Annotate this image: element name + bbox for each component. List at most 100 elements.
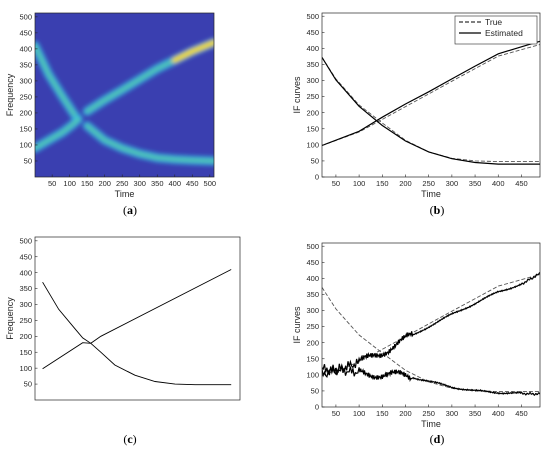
y-tick-label: 250: [306, 322, 319, 331]
x-tick-label: 50: [332, 179, 340, 188]
y-tick-label: 350: [306, 290, 319, 299]
caption-paren-open: (: [430, 203, 434, 217]
caption-paren-close: ): [133, 203, 137, 217]
caption-letter: a: [127, 203, 133, 217]
x-tick-label: 250: [422, 409, 435, 418]
plot-frame: [321, 242, 541, 408]
y-tick-label: 500: [19, 12, 32, 21]
y-tick-label: 100: [306, 370, 319, 379]
x-axis-label: Time: [421, 419, 441, 429]
y-tick-label: 150: [19, 125, 32, 134]
series-group: [322, 271, 540, 397]
x-tick-label: 150: [81, 179, 94, 188]
series-line-0: [322, 274, 540, 376]
x-tick-label: 450: [186, 179, 199, 188]
caption-letter: b: [434, 203, 441, 217]
y-tick-label: 200: [306, 108, 319, 117]
series-group: [42, 269, 232, 386]
y-tick-label: 500: [19, 236, 32, 245]
panel-caption: (b): [430, 203, 445, 217]
x-tick-label: 300: [446, 409, 459, 418]
y-tick-label: 300: [306, 306, 319, 315]
caption-paren-close: ): [133, 432, 137, 446]
y-tick-label: 400: [306, 44, 319, 53]
y-tick-label: 100: [19, 141, 32, 150]
y-axis-label: Frequency: [5, 73, 15, 116]
y-tick-label: 100: [306, 140, 319, 149]
plot-frame: [321, 12, 541, 178]
y-tick-label: 450: [19, 28, 32, 37]
x-tick-label: 450: [515, 179, 528, 188]
y-axis-label: IF curves: [292, 306, 302, 344]
x-tick-label: 450: [515, 409, 528, 418]
legend-box: [454, 15, 538, 45]
y-tick-label: 50: [24, 380, 32, 389]
y-tick-label: 250: [19, 316, 32, 325]
y-tick-label: 50: [24, 157, 32, 166]
x-tick-label: 100: [353, 409, 366, 418]
x-tick-label: 400: [169, 179, 182, 188]
y-tick-label: 50: [311, 157, 319, 166]
ridge-core-1: [35, 117, 81, 151]
x-tick-label: 300: [446, 179, 459, 188]
y-tick-label: 450: [306, 258, 319, 267]
y-tick-label: 450: [19, 252, 32, 261]
series-line-3: [322, 364, 540, 397]
y-tick-label: 400: [19, 44, 32, 53]
y-tick-label: 250: [306, 92, 319, 101]
legend-entry: True: [485, 17, 502, 27]
x-axis-label: Time: [115, 189, 135, 199]
chart-c: 50 100 150 200 250 300 350 400 450 500 Frequency (c…: [5, 236, 241, 446]
series-line-3: [322, 57, 540, 165]
ridge-core-3: [85, 123, 214, 163]
y-tick-label: 350: [19, 284, 32, 293]
y-tick-label: 200: [19, 332, 32, 341]
series-line-2: [322, 271, 540, 379]
y-tick-label: 50: [311, 387, 319, 396]
x-tick-label: 50: [332, 409, 340, 418]
y-tick-label: 450: [306, 28, 319, 37]
panel-caption: (d): [430, 432, 445, 446]
y-tick-label: 300: [19, 300, 32, 309]
y-tick-label: 100: [19, 364, 32, 373]
caption-letter: d: [434, 432, 441, 446]
x-tick-label: 400: [492, 409, 505, 418]
plot-area: [35, 237, 240, 400]
caption-paren-open: (: [123, 432, 127, 446]
series-line-0: [322, 44, 540, 146]
x-tick-label: 350: [469, 409, 482, 418]
x-tick-label: 200: [98, 179, 111, 188]
y-tick-label: 150: [306, 124, 319, 133]
y-axis-label: IF curves: [292, 76, 302, 114]
plot-frame: [34, 12, 215, 178]
ridge-peak: [171, 39, 214, 64]
y-tick-label: 200: [19, 109, 32, 118]
caption-paren-close: ): [440, 432, 444, 446]
y-tick-label: 300: [19, 77, 32, 86]
x-tick-label: 500: [204, 179, 217, 188]
chart-a: 50 100 150 200 250 300 350 400 450 500 50 100 150 200…: [5, 12, 216, 217]
x-tick-label: 300: [133, 179, 146, 188]
x-tick-label: 350: [151, 179, 164, 188]
panel-caption: (a): [123, 203, 137, 217]
legend-entry: Estimated: [485, 28, 523, 38]
x-axis-label: Time: [421, 189, 441, 199]
y-tick-label: 350: [19, 60, 32, 69]
x-tick-label: 150: [376, 179, 389, 188]
x-tick-label: 150: [376, 409, 389, 418]
y-tick-label: 0: [315, 173, 319, 182]
caption-paren-close: ): [440, 203, 444, 217]
caption-letter: c: [127, 432, 133, 446]
y-tick-label: 150: [19, 348, 32, 357]
x-tick-label: 50: [48, 179, 56, 188]
x-tick-label: 250: [116, 179, 129, 188]
y-tick-label: 200: [306, 338, 319, 347]
y-tick-label: 0: [315, 403, 319, 412]
caption-paren-open: (: [123, 203, 127, 217]
x-tick-label: 350: [469, 179, 482, 188]
series-line-1: [42, 281, 232, 386]
y-axis-label: Frequency: [5, 297, 15, 340]
x-tick-label: 200: [399, 409, 412, 418]
